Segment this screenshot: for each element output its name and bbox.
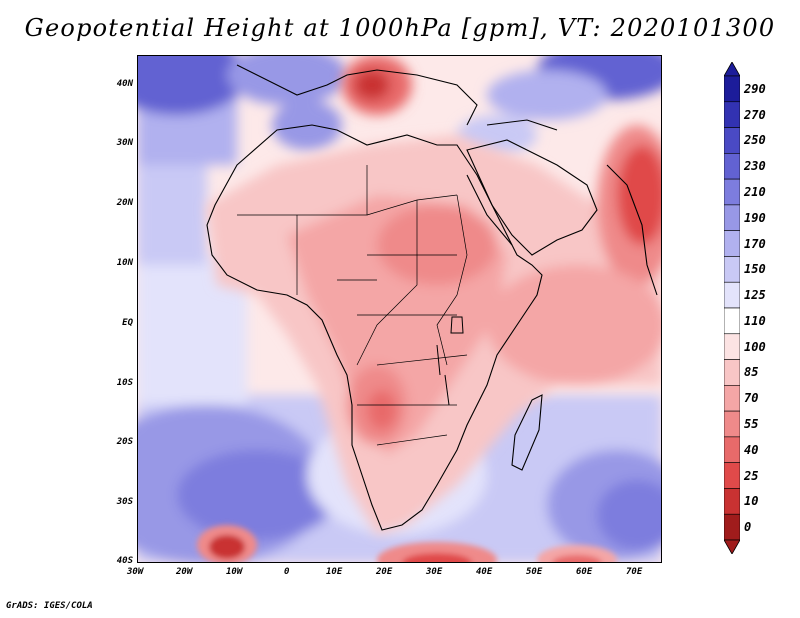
colorbar-level-label: 170: [744, 236, 766, 251]
lakes: [436, 316, 464, 406]
colorbar-swatch: [724, 75, 740, 103]
colorbar-swatch: [724, 333, 740, 360]
lon-label: 30W: [127, 567, 144, 577]
colorbar-level-label: 0: [744, 520, 752, 535]
colorbar-swatch: [724, 488, 740, 515]
lon-label: 20W: [176, 567, 193, 577]
colorbar-swatch: [724, 178, 740, 206]
map-title: Geopotential Height at 1000hPa [gpm], VT…: [24, 14, 776, 42]
lat-label: 40S: [116, 556, 133, 566]
colorbar-level-label: 40: [744, 442, 759, 457]
colorbar-bottom-arrow: [724, 539, 740, 554]
colorbar-level-label: 270: [744, 107, 766, 122]
lon-label: 0: [284, 567, 290, 577]
lat-label: 10N: [116, 258, 133, 268]
colorbar-level-label: 25: [744, 468, 759, 483]
lat-label: 20N: [116, 198, 133, 208]
colorbar-level-label: 70: [744, 391, 759, 406]
colorbar-level-label: 10: [744, 494, 759, 509]
low-pressure-fields: [207, 55, 662, 535]
lat-label: 40N: [116, 79, 133, 89]
colorbar-level-label: 125: [744, 288, 766, 303]
colorbar-level-label: 290: [744, 81, 766, 96]
colorbar: [724, 62, 740, 554]
colorbar-level-label: 210: [744, 185, 766, 199]
lon-label: 30E: [426, 567, 443, 577]
colorbar-swatch: [724, 436, 740, 463]
colorbar-swatch: [724, 385, 740, 412]
lat-label: 30S: [116, 497, 133, 507]
colorbar-swatch: [724, 101, 740, 128]
colorbar-level-label: 190: [744, 210, 766, 225]
lon-label: 50E: [526, 567, 543, 577]
lat-label: EQ: [122, 318, 133, 328]
map-canvas: [137, 55, 662, 563]
colorbar-swatch: [724, 281, 740, 309]
lat-label: 10S: [116, 378, 133, 388]
colorbar-level-label: 250: [744, 133, 766, 148]
colorbar-swatch: [724, 256, 740, 283]
colorbar-swatch: [724, 230, 740, 257]
map-frame: [137, 55, 662, 563]
colorbar-level-label: 150: [744, 262, 766, 277]
colorbar-swatch: [724, 513, 740, 541]
lat-label: 30N: [116, 138, 133, 148]
lon-label: 40E: [476, 567, 493, 577]
colorbar-top-arrow: [724, 62, 740, 77]
colorbar-level-label: 100: [744, 339, 766, 354]
colorbar-swatch: [724, 204, 740, 231]
colorbar-swatch: [724, 127, 740, 154]
lon-label: 10W: [226, 567, 243, 577]
colorbar-level-label: 110: [744, 313, 766, 328]
credit-text: GrADS: IGES/COLA: [6, 601, 93, 611]
colorbar-swatch: [724, 153, 740, 180]
colorbar-level-label: 85: [744, 365, 759, 380]
lat-label: 20S: [116, 437, 133, 447]
colorbar-swatch: [724, 410, 740, 438]
country-borders: [237, 165, 468, 446]
lon-label: 10E: [326, 567, 343, 577]
colorbar-swatch: [724, 307, 740, 335]
lon-label: 20E: [376, 567, 393, 577]
colorbar-level-label: 230: [744, 159, 766, 174]
colorbar-level-label: 55: [744, 417, 759, 431]
colorbar-swatch: [724, 359, 740, 386]
geopotential-map: [137, 55, 662, 563]
coastlines: [206, 64, 658, 531]
lon-label: 60E: [576, 567, 593, 577]
lon-label: 70E: [626, 567, 643, 577]
colorbar-swatch: [724, 462, 740, 489]
southern-lows: [197, 525, 617, 563]
